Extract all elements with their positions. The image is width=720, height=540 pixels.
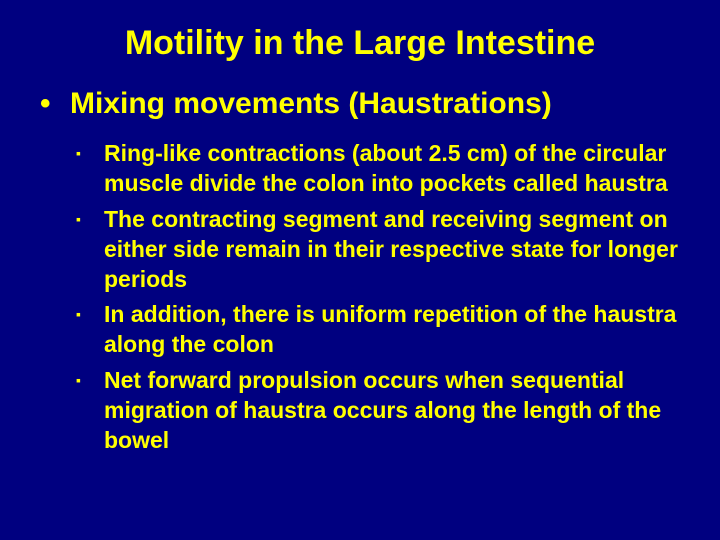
bullet-level2-item: ▪ The contracting segment and receiving … <box>76 205 680 295</box>
bullet-level2-text: The contracting segment and receiving se… <box>104 205 680 295</box>
bullet-dot-icon: • <box>40 87 56 121</box>
bullet-square-icon: ▪ <box>76 366 84 456</box>
bullet-level2-item: ▪ Net forward propulsion occurs when seq… <box>76 366 680 456</box>
bullet-level2-text: Ring-like contractions (about 2.5 cm) of… <box>104 139 680 199</box>
bullet-level2-item: ▪ In addition, there is uniform repetiti… <box>76 300 680 360</box>
bullet-square-icon: ▪ <box>76 205 84 295</box>
bullet-level2-text: In addition, there is uniform repetition… <box>104 300 680 360</box>
bullet-square-icon: ▪ <box>76 300 84 360</box>
bullet-level2-text: Net forward propulsion occurs when seque… <box>104 366 680 456</box>
slide-title: Motility in the Large Intestine <box>40 24 680 63</box>
bullet-level1-text: Mixing movements (Haustrations) <box>70 87 552 121</box>
bullet-level1-item: • Mixing movements (Haustrations) <box>40 87 680 121</box>
bullet-level2-item: ▪ Ring-like contractions (about 2.5 cm) … <box>76 139 680 199</box>
bullet-square-icon: ▪ <box>76 139 84 199</box>
